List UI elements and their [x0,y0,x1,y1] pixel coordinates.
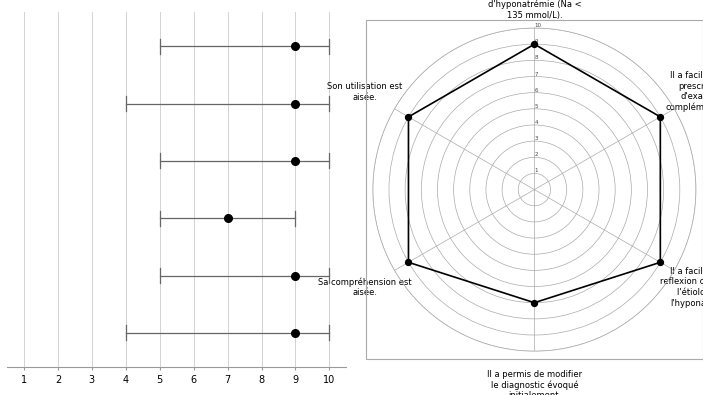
Point [403,259,414,265]
Point [529,41,540,47]
Point [403,114,414,120]
Point [654,259,666,265]
Point [654,114,666,120]
Point [529,299,540,306]
